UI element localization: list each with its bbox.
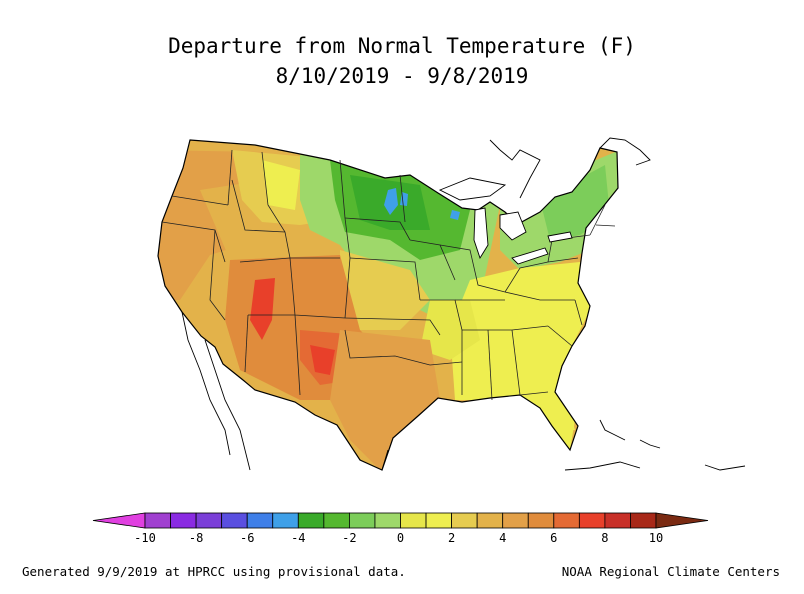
legend-bin-2 <box>170 512 197 529</box>
field-hot-spot-utah-arizona <box>250 278 275 340</box>
field-cold-spot-1 <box>384 188 398 215</box>
legend-bin-6 <box>272 512 299 529</box>
legend-bin-5 <box>246 512 274 529</box>
legend-bin-14 <box>476 512 504 529</box>
neighbouring-coastlines <box>181 137 746 471</box>
baja-coast-west <box>181 311 231 456</box>
legend-bin-17 <box>553 512 580 529</box>
legend-bin-9 <box>348 512 376 529</box>
legend-bin-0 <box>92 512 146 529</box>
lake-huron <box>499 211 527 241</box>
legend-bin-19 <box>604 512 631 529</box>
legend-bin-7 <box>297 512 325 529</box>
legend-tick-label: 10 <box>649 531 663 545</box>
map-title: Departure from Normal Temperature (F) <box>168 34 636 58</box>
legend-bin-21 <box>655 512 709 529</box>
legend-bin-13 <box>451 512 478 529</box>
map-subtitle: 8/10/2019 - 9/8/2019 <box>275 64 529 88</box>
lake-superior <box>438 177 507 201</box>
lake-michigan <box>473 207 489 260</box>
legend-bin-16 <box>527 512 555 529</box>
legend-bin-11 <box>400 512 427 529</box>
bahamas-coast <box>599 419 626 441</box>
legend-bin-1 <box>144 512 171 529</box>
legend-bin-4 <box>221 512 248 529</box>
legend-tick-label: -8 <box>189 531 203 545</box>
field-texas <box>330 330 440 470</box>
great-lakes <box>438 177 573 265</box>
legend-bin-3 <box>195 512 223 529</box>
generated-note: Generated 9/9/2019 at HPRCC using provis… <box>22 564 406 579</box>
hispaniola-coast <box>704 464 746 471</box>
credit-note: NOAA Regional Climate Centers <box>561 564 780 579</box>
baja-coast-east <box>204 339 251 471</box>
legend-tick-label: -4 <box>291 531 305 545</box>
mexico-gulf-coast <box>381 449 389 471</box>
legend-bin-15 <box>502 512 529 529</box>
legend-tick-label: 8 <box>601 531 608 545</box>
legend-bin-12 <box>425 512 452 529</box>
legend-bin-10 <box>374 512 401 529</box>
legend-tick-label: -2 <box>342 531 356 545</box>
canada-coast <box>489 139 541 199</box>
bahamas-islands <box>639 439 661 449</box>
lake-erie <box>511 247 549 265</box>
maritimes-coast <box>599 137 651 166</box>
field-central-plains <box>340 250 430 330</box>
cuba-coast <box>564 461 641 471</box>
legend-tick-label: 0 <box>397 531 404 545</box>
field-montana <box>262 160 300 210</box>
legend-tick-label: 2 <box>448 531 455 545</box>
legend-bin-8 <box>323 512 350 529</box>
field-cold-spot-3 <box>450 210 460 220</box>
legend-tick-label: 6 <box>550 531 557 545</box>
legend-bin-18 <box>578 512 606 529</box>
legend-tick-label: -6 <box>240 531 254 545</box>
legend-tick-label: 4 <box>499 531 506 545</box>
field-mid-south-yellow <box>420 300 480 360</box>
state-boundaries <box>161 149 616 401</box>
legend-bin-20 <box>630 512 657 529</box>
legend-tick-label: -10 <box>134 531 156 545</box>
field-hot-spot-new-mexico <box>310 345 335 375</box>
lake-ontario <box>547 231 573 243</box>
